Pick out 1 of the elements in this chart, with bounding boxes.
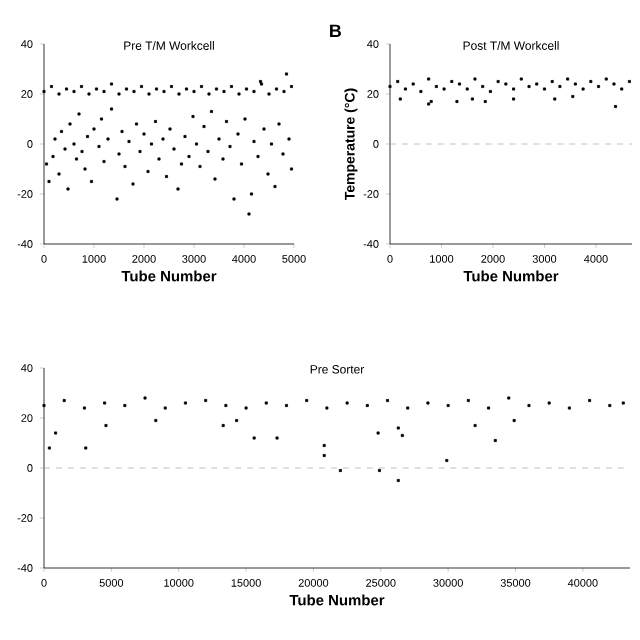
text: B xyxy=(330,24,341,37)
